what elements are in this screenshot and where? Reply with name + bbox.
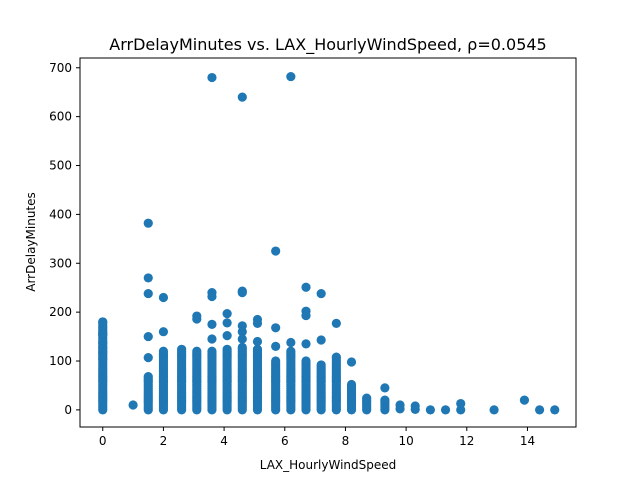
scatter-point bbox=[207, 319, 217, 329]
scatter-point bbox=[456, 405, 466, 415]
scatter-point bbox=[222, 318, 232, 328]
scatter-point bbox=[158, 327, 169, 337]
scatter-point bbox=[380, 395, 390, 405]
scatter-point bbox=[301, 339, 311, 349]
scatter-point bbox=[98, 317, 108, 327]
scatter-point bbox=[316, 360, 326, 370]
scatter-point bbox=[395, 404, 405, 414]
scatter-point bbox=[286, 337, 296, 348]
scatter-point bbox=[286, 346, 296, 356]
scatter-point bbox=[98, 329, 108, 339]
scatter-point bbox=[316, 288, 326, 299]
scatter-point bbox=[489, 405, 499, 415]
scatter-point bbox=[271, 246, 281, 256]
x-tick-label: 6 bbox=[281, 434, 289, 448]
scatter-point bbox=[252, 344, 263, 354]
scatter-point bbox=[207, 334, 217, 344]
chart-title: ArrDelayMinutes vs. LAX_HourlyWindSpeed,… bbox=[109, 35, 546, 55]
y-tick-label: 200 bbox=[49, 305, 72, 319]
x-tick-label: 8 bbox=[342, 434, 350, 448]
scatter-point bbox=[271, 356, 281, 366]
scatter-point bbox=[207, 346, 217, 356]
y-axis: 0 100 200 300 400 500 600 700 bbox=[49, 61, 80, 417]
scatter-point bbox=[177, 344, 187, 354]
y-tick-label: 300 bbox=[49, 256, 72, 270]
y-axis-label: ArrDelayMinutes bbox=[24, 192, 38, 292]
scatter-point bbox=[237, 342, 247, 352]
scatter-point bbox=[410, 404, 420, 415]
scatter-point bbox=[301, 356, 311, 366]
scatter-point bbox=[222, 309, 232, 319]
scatter-point bbox=[331, 352, 341, 362]
x-tick-label: 0 bbox=[99, 434, 107, 448]
scatter-point bbox=[98, 347, 108, 357]
scatter-point bbox=[237, 327, 247, 337]
scatter-point bbox=[237, 288, 247, 298]
scatter-point bbox=[207, 291, 217, 302]
scatter-point bbox=[143, 331, 153, 342]
scatter-point bbox=[222, 331, 232, 341]
scatter-point bbox=[425, 405, 435, 415]
scatter-point bbox=[158, 346, 169, 356]
x-tick-label: 4 bbox=[220, 434, 228, 448]
scatter-point bbox=[192, 314, 202, 324]
scatter-point bbox=[271, 323, 281, 333]
points-layer bbox=[98, 71, 560, 415]
x-tick-label: 10 bbox=[398, 434, 413, 448]
scatter-point bbox=[550, 405, 560, 415]
scatter-point bbox=[158, 292, 169, 303]
y-tick-label: 100 bbox=[49, 354, 72, 368]
x-tick-label: 14 bbox=[520, 434, 535, 448]
y-tick-label: 500 bbox=[49, 159, 72, 173]
scatter-point bbox=[207, 72, 217, 83]
scatter-point bbox=[301, 282, 311, 292]
scatter-point bbox=[192, 346, 202, 356]
scatter-point bbox=[143, 372, 153, 382]
scatter-point bbox=[346, 357, 357, 367]
scatter-point bbox=[237, 92, 247, 102]
x-axis-label: LAX_HourlyWindSpeed bbox=[260, 458, 397, 472]
scatter-point bbox=[316, 335, 326, 345]
scatter-point bbox=[331, 318, 341, 328]
scatter-point bbox=[98, 354, 108, 364]
scatter-point bbox=[380, 383, 390, 393]
y-tick-label: 400 bbox=[49, 207, 72, 221]
y-tick-label: 600 bbox=[49, 110, 72, 124]
y-tick-label: 0 bbox=[64, 403, 72, 417]
x-axis: 0 2 4 6 8 10 12 14 bbox=[99, 427, 535, 448]
scatter-point bbox=[286, 71, 296, 82]
scatter-point bbox=[519, 395, 530, 405]
scatter-point bbox=[456, 398, 466, 409]
scatter-point bbox=[237, 334, 247, 344]
scatter-point bbox=[535, 405, 545, 415]
scatter-point bbox=[128, 400, 138, 410]
scatter-point bbox=[143, 288, 153, 299]
scatter-point bbox=[271, 341, 281, 351]
y-tick-label: 700 bbox=[49, 61, 72, 75]
scatter-point bbox=[301, 310, 311, 321]
x-tick-label: 12 bbox=[459, 434, 474, 448]
plot-frame bbox=[79, 57, 577, 428]
scatter-point bbox=[440, 405, 451, 415]
scatter-point bbox=[346, 379, 357, 390]
x-tick-label: 2 bbox=[160, 434, 168, 448]
scatter-point bbox=[252, 336, 263, 347]
scatter-point bbox=[252, 318, 263, 328]
scatter-point bbox=[222, 344, 232, 354]
scatter-point bbox=[143, 273, 153, 283]
scatter-point bbox=[362, 393, 372, 403]
scatter-point bbox=[143, 353, 153, 363]
scatter-point bbox=[143, 218, 153, 228]
